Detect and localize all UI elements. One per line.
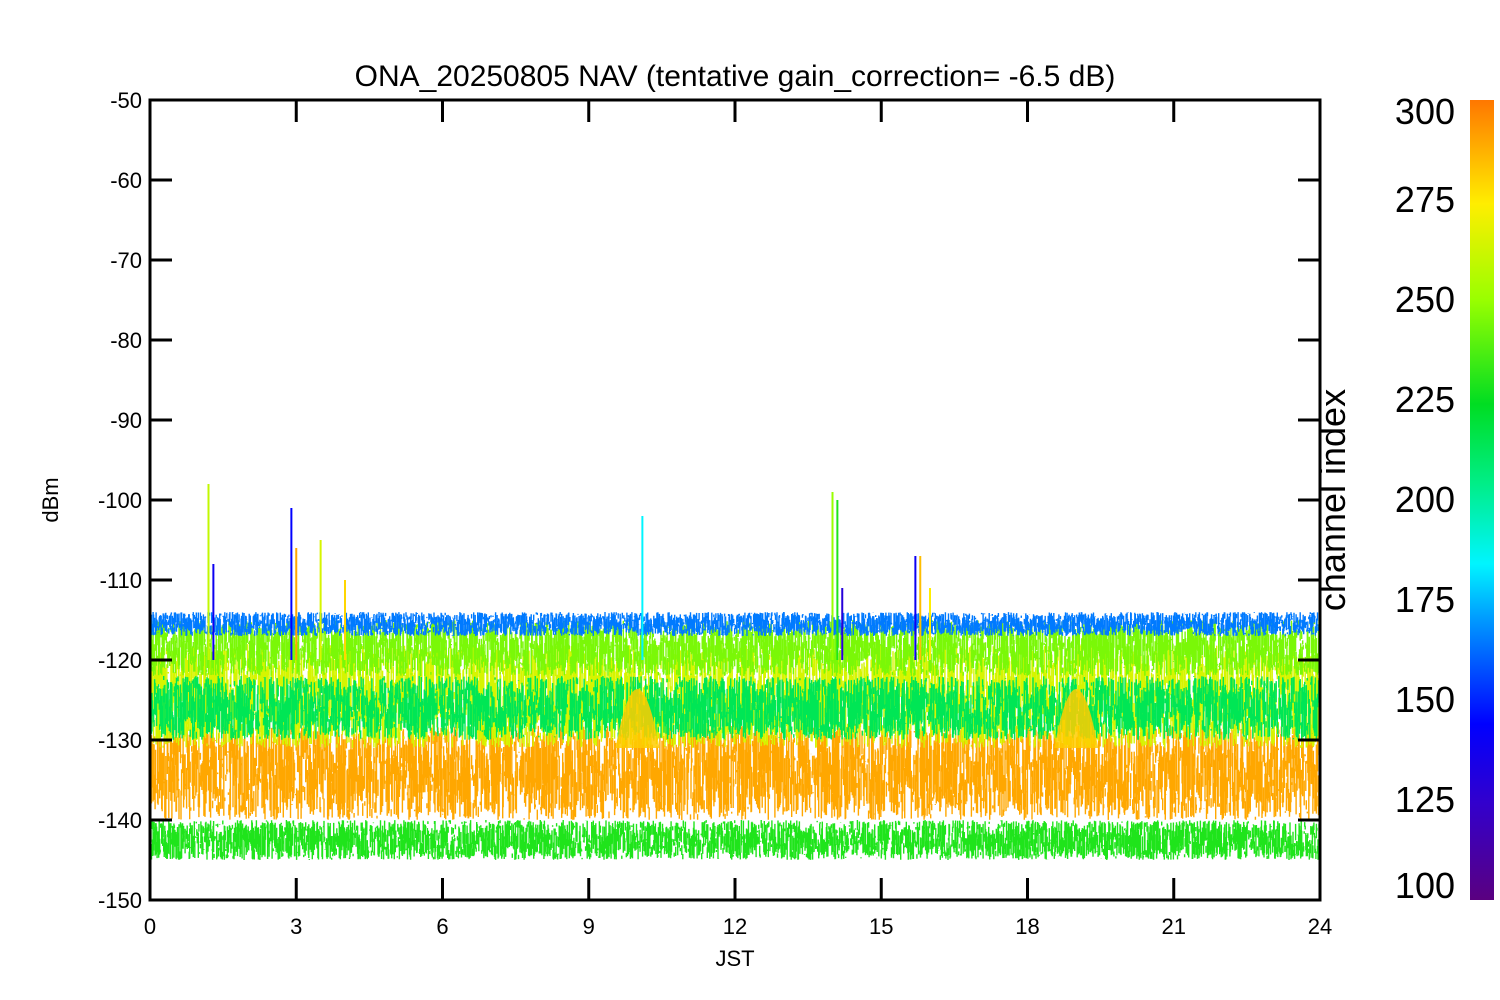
x-tick-label: 3 <box>290 914 302 939</box>
bump-mark <box>1054 689 1099 748</box>
y-axis: -50 -60 -70 -80 -90 -100 -110 -120 -130 -140 -150 <box>98 88 1320 913</box>
series-trace <box>150 676 1320 740</box>
x-axis: 0 3 6 9 12 15 18 21 24 <box>144 100 1332 939</box>
colorbar-ticks: 300 275 250 225 200 175 150 125 100 <box>1395 91 1455 906</box>
x-tick-label: 21 <box>1162 914 1186 939</box>
data-layer <box>150 484 1320 860</box>
y-axis-label: dBm <box>38 477 63 522</box>
bump-mark <box>615 689 660 748</box>
colorbar-tick-label: 275 <box>1395 179 1455 220</box>
x-tick-label: 6 <box>436 914 448 939</box>
chart-title: ONA_20250805 NAV (tentative gain_correct… <box>355 60 1116 93</box>
colorbar-tick-label: 175 <box>1395 579 1455 620</box>
x-tick-label: 0 <box>144 914 156 939</box>
y-tick-label: -120 <box>98 648 142 673</box>
y-tick-label: -50 <box>110 88 142 113</box>
series-trace <box>150 724 1320 820</box>
y-tick-label: -100 <box>98 488 142 513</box>
x-tick-label: 9 <box>583 914 595 939</box>
x-tick-label: 18 <box>1015 914 1039 939</box>
colorbar <box>1470 100 1494 900</box>
colorbar-tick-label: 250 <box>1395 279 1455 320</box>
y-tick-label: -70 <box>110 248 142 273</box>
x-axis-label: JST <box>715 946 754 971</box>
series-trace <box>150 820 1320 860</box>
colorbar-tick-label: 225 <box>1395 379 1455 420</box>
x-tick-label: 24 <box>1308 914 1332 939</box>
series-0 <box>150 724 1320 820</box>
series-3 <box>150 676 1320 740</box>
y-tick-label: -90 <box>110 408 142 433</box>
y-tick-label: -130 <box>98 728 142 753</box>
colorbar-tick-label: 100 <box>1395 865 1455 906</box>
x-tick-label: 12 <box>723 914 747 939</box>
colorbar-tick-label: 200 <box>1395 479 1455 520</box>
y-tick-label: -150 <box>98 888 142 913</box>
y-tick-label: -80 <box>110 328 142 353</box>
colorbar-tick-label: 300 <box>1395 91 1455 132</box>
y-tick-label: -60 <box>110 168 142 193</box>
colorbar-label: channel index <box>1312 389 1353 611</box>
colorbar-tick-label: 125 <box>1395 779 1455 820</box>
colorbar-tick-label: 150 <box>1395 679 1455 720</box>
y-tick-label: -110 <box>100 568 142 593</box>
y-tick-label: -140 <box>98 808 142 833</box>
series-5 <box>150 820 1320 860</box>
x-tick-label: 15 <box>869 914 893 939</box>
